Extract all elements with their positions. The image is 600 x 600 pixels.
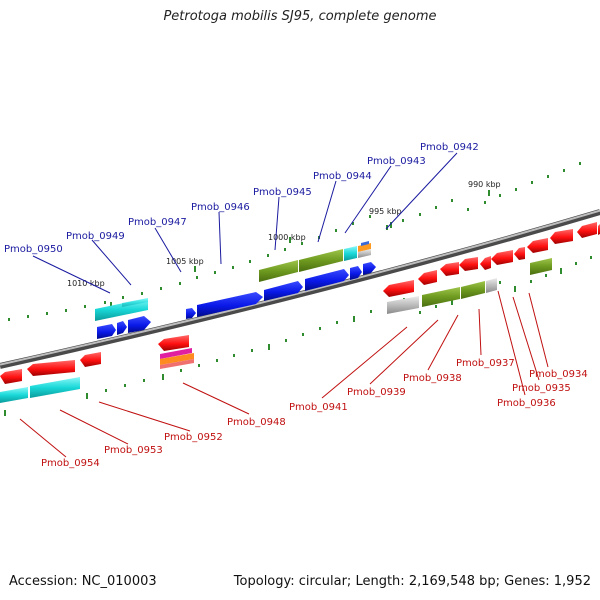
gene-label-pmob-0954: Pmob_0954	[41, 458, 100, 469]
gene-block-magenta-0948	[160, 348, 192, 359]
gene-arrow-red-0938	[459, 257, 478, 271]
gene-arrow-blue	[97, 324, 116, 339]
gene-arrow-red-0934	[550, 229, 573, 244]
topology-value: circular	[298, 574, 347, 589]
gene-label-pmob-0941: Pmob_0941	[289, 402, 348, 413]
forward-strand-genes	[95, 241, 376, 339]
gene-label-pmob-0948: Pmob_0948	[227, 417, 286, 428]
gene-arrow-blue-0946	[197, 292, 263, 317]
gene-block-pink-0948	[160, 359, 194, 369]
gene-label-pmob-0944: Pmob_0944	[313, 171, 372, 182]
gene-block-olive-0944	[299, 249, 343, 272]
scale-label-995: 995 kbp	[369, 207, 402, 216]
gene-label-pmob-0939: Pmob_0939	[347, 387, 406, 398]
gene-arrow-blue-0945	[264, 281, 303, 301]
forward-leader-lines	[32, 152, 458, 294]
gene-arrow-red-0935	[527, 238, 548, 253]
scale-label-1005: 1005 kbp	[166, 257, 204, 266]
gene-label-pmob-0937: Pmob_0937	[456, 358, 515, 369]
gene-block-olive-0936	[530, 258, 552, 275]
gene-arrow-red-0939	[440, 262, 459, 276]
gene-label-pmob-0949: Pmob_0949	[66, 231, 125, 242]
gene-block-gray	[358, 249, 371, 258]
length-value: 2,169,548 bp	[408, 574, 496, 589]
gene-block-cyan-0949	[122, 298, 148, 307]
gene-label-pmob-0952: Pmob_0952	[164, 432, 223, 443]
gene-block-cyan-0953	[30, 377, 80, 398]
gene-arrow-blue	[117, 321, 127, 335]
genome-stats: Topology: circular; Length: 2,169,548 bp…	[233, 574, 591, 589]
reverse-strand-genes	[0, 222, 600, 403]
accession-value: NC_010003	[81, 574, 157, 589]
genome-backbone	[0, 209, 600, 369]
genes-label: Genes:	[504, 574, 550, 589]
gene-label-pmob-0942: Pmob_0942	[420, 142, 479, 153]
gene-arrow-blue-0944	[305, 269, 349, 291]
gene-label-pmob-0943: Pmob_0943	[367, 156, 426, 167]
gene-label-pmob-0946: Pmob_0946	[191, 202, 250, 213]
gene-block-gray-0937	[486, 278, 497, 293]
gene-arrow-blue	[128, 316, 151, 333]
gene-label-pmob-0936: Pmob_0936	[497, 398, 556, 409]
gene-arrow-blue	[350, 266, 362, 280]
scale-labels: 990 kbp 995 kbp 1000 kbp 1005 kbp 1010 k…	[67, 180, 501, 288]
gene-arrow-red-0941	[383, 280, 414, 297]
gene-arrow-red-0954	[0, 369, 22, 384]
gene-label-pmob-0953: Pmob_0953	[104, 445, 163, 456]
gene-label-pmob-0934: Pmob_0934	[529, 369, 588, 380]
gene-arrow-red	[577, 222, 597, 238]
scale-label-1000: 1000 kbp	[268, 233, 306, 242]
gene-label-pmob-0947: Pmob_0947	[128, 217, 187, 228]
scale-label-1010: 1010 kbp	[67, 279, 105, 288]
gene-arrow-red-0948	[158, 335, 189, 351]
topology-label: Topology:	[233, 574, 295, 589]
gene-arrow-red	[480, 256, 491, 270]
gene-block-olive-0939	[422, 287, 460, 307]
reverse-leader-lines	[19, 290, 549, 458]
accession-info: Accession: NC_010003	[9, 574, 157, 589]
accession-label: Accession:	[9, 574, 78, 589]
gene-block-cyan-0943	[344, 246, 357, 261]
gene-block-olive-0938	[461, 281, 485, 299]
gene-block-orange-0948	[160, 353, 194, 365]
forward-gene-labels: Pmob_0942 Pmob_0943 Pmob_0944 Pmob_0945 …	[4, 142, 479, 255]
gene-arrow-red-0937	[491, 250, 513, 265]
gene-arrow-red	[514, 247, 525, 260]
gene-arrow-blue	[363, 262, 376, 275]
gene-arrow-red-0953	[27, 360, 75, 376]
gene-arrow-red-0952	[80, 352, 101, 367]
reverse-gene-labels: Pmob_0934 Pmob_0935 Pmob_0936 Pmob_0937 …	[41, 358, 588, 469]
gene-block-cyan	[0, 387, 28, 403]
length-label: Length:	[355, 574, 405, 589]
gene-arrow-red	[418, 270, 437, 285]
gene-label-pmob-0938: Pmob_0938	[403, 373, 462, 384]
outer-scale-ring	[8, 162, 581, 321]
map-title: Petrotoga mobilis SJ95, complete genome	[163, 9, 437, 24]
gene-block-gray-0941	[387, 296, 419, 314]
scale-label-990: 990 kbp	[468, 180, 501, 189]
gene-arrow-blue	[186, 308, 196, 319]
gene-block-blue-small	[361, 241, 369, 246]
gene-label-pmob-0950: Pmob_0950	[4, 244, 63, 255]
gene-label-pmob-0935: Pmob_0935	[512, 383, 571, 394]
genes-value: 1,952	[553, 574, 591, 589]
gene-label-pmob-0945: Pmob_0945	[253, 187, 312, 198]
gene-block-olive-0945	[259, 260, 298, 282]
